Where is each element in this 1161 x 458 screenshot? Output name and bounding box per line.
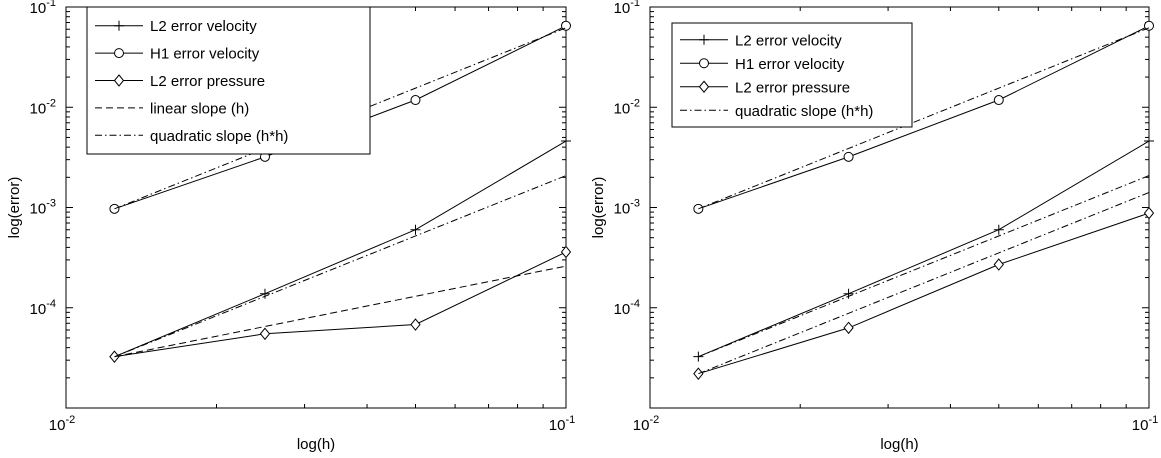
plus-marker — [561, 136, 571, 147]
x-axis-label: log(h) — [880, 436, 918, 453]
series-reference-slope — [698, 192, 1150, 375]
y-tick-label: 10-1 — [30, 0, 56, 17]
y-tick-label: 10-3 — [30, 198, 56, 218]
circle-marker — [993, 95, 1004, 106]
diamond-marker — [109, 350, 120, 363]
x-tick-label: 10-1 — [1132, 414, 1158, 434]
series-reference-slope — [698, 175, 1150, 358]
y-axis-label: log(error) — [590, 177, 607, 239]
series-line — [698, 175, 1150, 358]
tick-marks — [65, 7, 566, 409]
series-quadratic-slope-h-h — [698, 27, 1150, 210]
legend-label: L2 error velocity — [150, 18, 257, 35]
legend-label: L2 error pressure — [735, 79, 850, 96]
y-tick-label: 10-3 — [614, 198, 640, 218]
series-h1-error-velocity — [693, 20, 1154, 214]
diamond-marker — [698, 80, 710, 94]
diamond-marker — [113, 74, 125, 87]
legend-label: H1 error velocity — [150, 46, 260, 63]
x-tick-label: 10-1 — [549, 414, 575, 434]
diamond-marker — [259, 327, 271, 341]
plus-marker — [699, 34, 709, 45]
y-tick-label: 10-4 — [614, 298, 640, 318]
series-l2-error-pressure — [693, 206, 1155, 380]
plus-marker — [259, 288, 270, 299]
plus-marker — [993, 224, 1004, 235]
plus-marker — [1144, 136, 1154, 147]
diamond-marker — [843, 321, 854, 335]
x-tick-label: 10-2 — [633, 414, 659, 434]
diamond-marker — [1143, 206, 1155, 220]
circle-marker — [843, 151, 854, 162]
chart-panel-2: 10-2 10-1 10-4 10-3 10-2 10-1 log(h) log(error)… — [590, 0, 1158, 453]
circle-marker — [1144, 20, 1154, 31]
legend: L2 error velocity H1 error velocity L2 err… — [671, 22, 913, 128]
diamond-marker — [410, 318, 421, 331]
diamond-marker — [993, 258, 1004, 271]
circle-marker — [693, 203, 704, 214]
series-line — [698, 27, 1150, 210]
legend-label: quadratic slope (h*h) — [150, 128, 288, 145]
circle-marker — [410, 95, 421, 106]
plus-marker — [114, 20, 124, 31]
series-line — [114, 140, 567, 358]
y-tick-label: 10-2 — [30, 97, 56, 117]
y-tick-label: 10-4 — [30, 298, 56, 318]
plus-marker — [410, 224, 421, 235]
circle-marker — [699, 58, 709, 69]
series-line — [114, 251, 567, 358]
circle-marker — [561, 20, 571, 31]
series-l2-error-velocity — [693, 136, 1154, 362]
tick-marks — [649, 7, 1149, 409]
legend-label: quadratic slope (h*h) — [735, 103, 873, 120]
diamond-marker — [560, 245, 572, 259]
x-tick-label: 10-2 — [49, 414, 75, 434]
series-line — [698, 25, 1150, 210]
plus-marker — [843, 288, 854, 299]
circle-marker — [109, 203, 120, 214]
series-line — [114, 175, 567, 358]
series-line — [698, 192, 1150, 375]
legend-label: L2 error velocity — [735, 32, 842, 49]
series-reference-slope — [114, 175, 567, 358]
y-tick-label: 10-1 — [614, 0, 640, 17]
diamond-marker — [693, 367, 704, 380]
series-l2-error-pressure — [109, 245, 572, 363]
series-line — [698, 212, 1150, 375]
legend-label: H1 error velocity — [735, 56, 845, 73]
legend-label: linear slope (h) — [150, 100, 249, 117]
plus-marker — [693, 351, 704, 362]
legend-box — [671, 22, 913, 128]
x-axis-label: log(h) — [297, 436, 335, 453]
circle-marker — [114, 48, 124, 59]
legend: L2 error velocity H1 error velocity L2 err… — [86, 6, 371, 155]
chart-panel-1: 10-2 10-1 10-4 10-3 10-2 10-1 log(h) log(error)… — [6, 0, 575, 453]
y-axis-label: log(error) — [6, 177, 23, 239]
series-line — [698, 140, 1150, 358]
y-tick-label: 10-2 — [614, 97, 640, 117]
legend-label: L2 error pressure — [150, 73, 265, 90]
